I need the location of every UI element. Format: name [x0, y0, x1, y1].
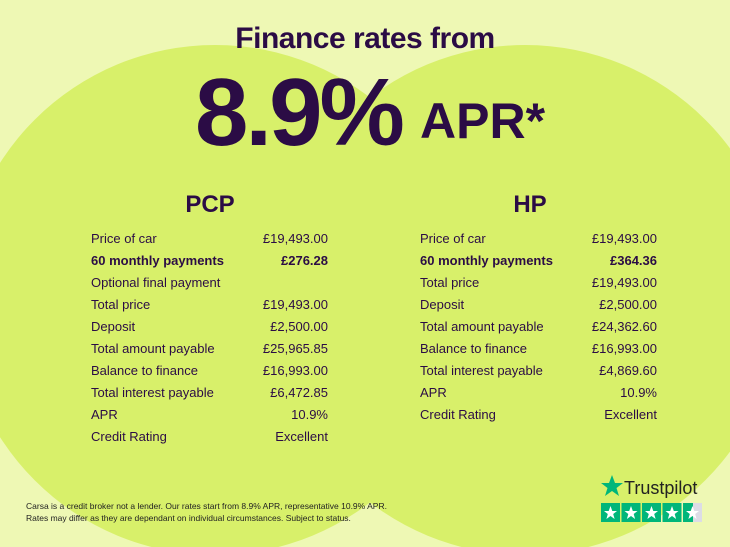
row: Total interest payable £6,472.85	[91, 382, 328, 404]
row: Total amount payable £25,965.85	[91, 338, 328, 360]
rating-stars	[601, 503, 702, 522]
row: Price of car £19,493.00	[420, 228, 657, 250]
row: Price of car £19,493.00	[91, 228, 328, 250]
row-label: APR	[91, 407, 118, 422]
row-value: £364.36	[610, 253, 657, 268]
brand: Trustpilot	[624, 478, 698, 498]
row: Balance to finance £16,993.00	[420, 338, 657, 360]
row-value: 10.9%	[620, 385, 657, 400]
row-value: £16,993.00	[591, 341, 657, 356]
row-label: Credit Rating	[91, 429, 167, 444]
row-label: Total price	[420, 275, 480, 290]
rate-suffix: APR*	[420, 93, 546, 149]
table-title: HP	[513, 191, 547, 218]
row: Total price £19,493.00	[420, 272, 657, 294]
row: Credit Rating Excellent	[91, 426, 328, 448]
row-label: 60 monthly payments	[91, 253, 224, 268]
row: Deposit £2,500.00	[91, 316, 328, 338]
row-label: 60 monthly payments	[420, 253, 553, 268]
row: 60 monthly payments £276.28	[91, 250, 328, 272]
row-value: £4,869.60	[599, 363, 657, 378]
row-label: Credit Rating	[420, 407, 496, 422]
row: Deposit £2,500.00	[420, 294, 657, 316]
row-label: Total amount payable	[91, 341, 215, 356]
row-value: £19,493.00	[262, 297, 328, 312]
row: Total interest payable £4,869.60	[420, 360, 657, 382]
row-label: APR	[420, 385, 447, 400]
row-value: £19,493.00	[591, 231, 657, 246]
row-value: £2,500.00	[270, 319, 328, 334]
row-label: Total price	[91, 297, 151, 312]
row-label: Optional final payment	[91, 275, 221, 290]
row-value: £24,362.60	[591, 319, 657, 334]
row-label: Balance to finance	[420, 341, 527, 356]
row-value: £16,993.00	[262, 363, 328, 378]
trustpilot-star	[601, 475, 623, 496]
row: Total amount payable £24,362.60	[420, 316, 657, 338]
row-value: £25,965.85	[262, 341, 328, 356]
rate: 8.9%	[195, 59, 405, 166]
row: 60 monthly payments £364.36	[420, 250, 657, 272]
row-label: Total interest payable	[420, 363, 543, 378]
row-value: £276.28	[281, 253, 328, 268]
row-label: Deposit	[420, 297, 465, 312]
row-value: Excellent	[604, 407, 657, 422]
row-value: £2,500.00	[599, 297, 657, 312]
row: Total price £19,493.00	[91, 294, 328, 316]
row-value: £19,493.00	[591, 275, 657, 290]
row: APR 10.9%	[420, 382, 657, 404]
row-label: Price of car	[420, 231, 486, 246]
row-label: Total amount payable	[420, 319, 544, 334]
row-value: £6,472.85	[270, 385, 328, 400]
row-label: Price of car	[91, 231, 157, 246]
disclaimer: Carsa is a credit broker not a lender. O…	[26, 500, 387, 524]
circle-right	[270, 45, 730, 547]
table-title: PCP	[185, 191, 235, 218]
row-value: Excellent	[275, 429, 328, 444]
row-label: Balance to finance	[91, 363, 198, 378]
row: Credit Rating Excellent	[420, 404, 657, 426]
row-label: Deposit	[91, 319, 136, 334]
row: Optional final payment	[91, 272, 328, 294]
disclaimer-line: Rates may differ as they are dependant o…	[26, 513, 351, 523]
row-label: Total interest payable	[91, 385, 214, 400]
row-value: £19,493.00	[262, 231, 328, 246]
title: Finance rates from	[235, 22, 495, 55]
disclaimer-line: Carsa is a credit broker not a lender. O…	[26, 501, 387, 511]
row-value: 10.9%	[291, 407, 328, 422]
row: Balance to finance £16,993.00	[91, 360, 328, 382]
row: APR 10.9%	[91, 404, 328, 426]
